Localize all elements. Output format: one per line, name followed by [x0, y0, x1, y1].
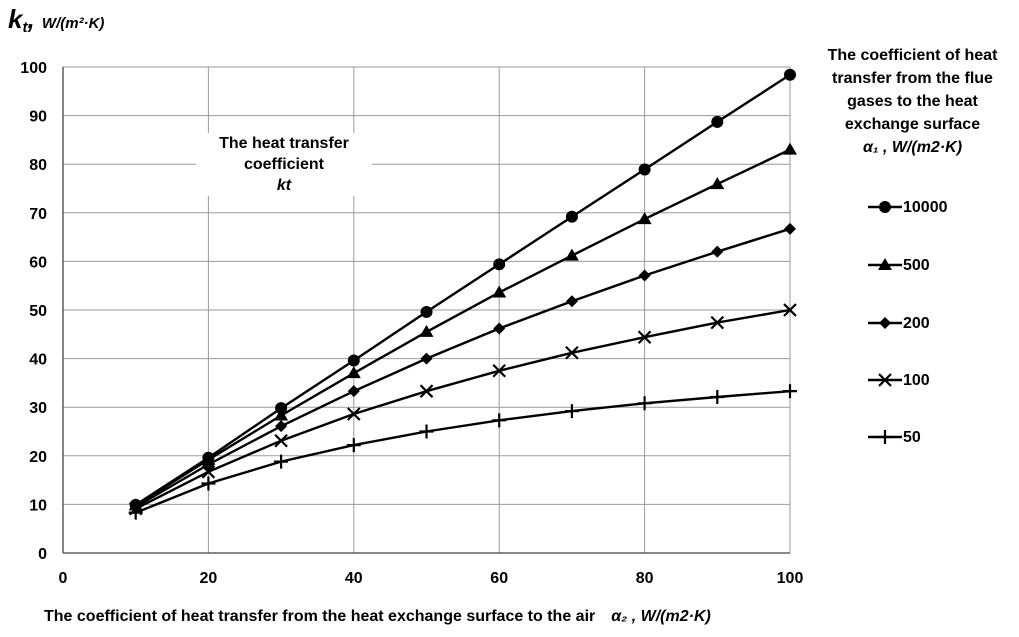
annotation-symbol: kt	[276, 177, 292, 194]
x-axis-unit: α₂ , W/(m2·K)	[611, 608, 711, 625]
legend-marker-100	[878, 373, 892, 387]
data-point-10000	[784, 68, 796, 81]
series-line-50	[135, 390, 791, 514]
data-point-200	[420, 352, 433, 365]
legend-marker-10000	[879, 201, 891, 213]
data-point-10000	[420, 305, 433, 318]
data-point-100	[710, 315, 725, 330]
legend-title-line-1: The coefficient of heat	[827, 47, 998, 64]
data-point-10000	[347, 354, 360, 367]
data-point-200	[784, 222, 796, 235]
x-tick-label: 40	[345, 570, 363, 587]
legend-label-200: 200	[903, 315, 930, 332]
data-point-10000	[493, 258, 506, 271]
legend-marker-500	[878, 258, 892, 270]
data-point-500	[274, 408, 289, 421]
data-point-100	[201, 465, 216, 479]
data-point-500	[346, 366, 361, 379]
legend-marker-200	[879, 317, 891, 329]
legend-title-line-2: transfer from the flue	[832, 70, 993, 87]
data-point-200	[565, 295, 578, 308]
data-point-10000	[275, 402, 288, 415]
data-point-500	[710, 177, 725, 190]
legend-title: The coefficient of heat transfer from th…	[810, 44, 1015, 159]
x-tick-label: 0	[59, 570, 68, 587]
x-tick-label: 80	[636, 570, 654, 587]
series-line-100	[135, 308, 791, 510]
x-tick-label: 20	[200, 570, 218, 587]
data-point-500	[419, 324, 434, 337]
series-line-200	[135, 227, 791, 508]
chart-annotation: The heat transfer coefficient kt	[196, 133, 372, 196]
legend-label-50: 50	[903, 429, 921, 446]
data-point-10000	[711, 115, 724, 128]
data-point-100	[274, 433, 288, 448]
data-point-100	[347, 407, 361, 421]
data-point-100	[637, 330, 652, 344]
data-point-200	[711, 245, 724, 258]
y-tick-label: 30	[29, 400, 47, 417]
data-point-100	[419, 384, 434, 398]
y-tick-label: 100	[20, 60, 47, 77]
y-axis-label: kt, W/(m²·K)	[8, 4, 105, 37]
annotation-line-1: The heat transfer	[219, 135, 349, 152]
legend-label-500: 500	[903, 257, 930, 274]
y-tick-label: 40	[29, 352, 47, 369]
data-point-50	[274, 454, 289, 469]
data-point-200	[493, 322, 506, 335]
data-point-200	[275, 420, 288, 433]
legend-label-10000: 10000	[903, 199, 948, 216]
y-axis-subscript: t	[22, 19, 28, 37]
y-tick-label: 70	[29, 206, 47, 223]
legend-title-line-4: exchange surface	[844, 116, 981, 133]
series-line-10000	[135, 73, 791, 506]
y-tick-label: 90	[29, 109, 47, 126]
series-line-500	[135, 148, 791, 507]
y-tick-label: 60	[29, 254, 47, 271]
data-point-100	[492, 363, 506, 378]
annotation-line-2: coefficient	[243, 156, 324, 173]
y-tick-label: 80	[29, 157, 47, 174]
x-axis-label: The coefficient of heat transfer from th…	[44, 608, 711, 626]
y-axis-symbol: k	[8, 4, 23, 34]
x-tick-label: 60	[490, 570, 508, 587]
data-point-50	[637, 396, 652, 411]
y-tick-label: 50	[29, 303, 47, 320]
y-tick-label: 20	[29, 449, 47, 466]
x-axis-title: The coefficient of heat transfer from th…	[44, 608, 596, 625]
data-point-500	[637, 212, 652, 225]
data-point-50	[201, 476, 216, 491]
legend-title-line-3: gases to the heat	[847, 93, 978, 110]
data-point-500	[492, 285, 507, 298]
data-point-50	[492, 413, 507, 428]
data-point-100	[783, 303, 797, 317]
x-tick-label: 100	[777, 570, 804, 587]
data-point-500	[564, 248, 579, 261]
y-tick-label: 10	[29, 497, 47, 514]
data-point-50	[346, 438, 361, 453]
data-point-100	[565, 345, 579, 360]
legend-unit: α₁ , W/(m2·K)	[862, 139, 963, 156]
legend-label-100: 100	[903, 372, 930, 389]
y-tick-label: 0	[38, 546, 47, 563]
data-point-50	[564, 404, 579, 419]
data-point-50	[710, 389, 725, 404]
data-point-200	[347, 385, 360, 398]
data-point-200	[638, 269, 651, 282]
data-point-500	[783, 142, 797, 155]
data-point-50	[128, 505, 143, 520]
data-point-10000	[638, 163, 651, 176]
y-axis-unit: W/(m²·K)	[41, 15, 105, 32]
data-point-50	[783, 384, 797, 399]
legend-marker-50	[878, 430, 892, 444]
data-point-10000	[565, 210, 578, 223]
data-point-50	[419, 424, 434, 439]
